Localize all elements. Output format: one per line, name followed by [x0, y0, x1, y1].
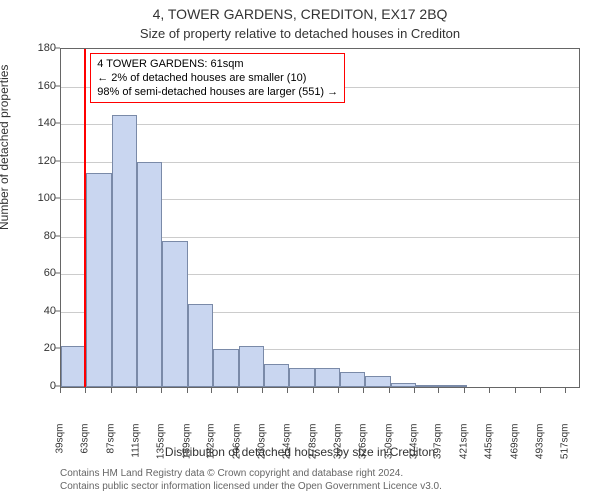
- gridline: [61, 124, 579, 125]
- plot-area: 4 TOWER GARDENS: 61sqm ← 2% of detached …: [60, 48, 580, 388]
- bar: [416, 385, 441, 387]
- x-tick-mark: [237, 388, 238, 393]
- title-sub: Size of property relative to detached ho…: [0, 26, 600, 41]
- x-tick-mark: [363, 388, 364, 393]
- bar: [315, 368, 340, 387]
- info-box: 4 TOWER GARDENS: 61sqm ← 2% of detached …: [90, 53, 345, 103]
- bar: [365, 376, 390, 387]
- y-tick-label: 20: [22, 342, 56, 354]
- title-main: 4, TOWER GARDENS, CREDITON, EX17 2BQ: [0, 6, 600, 22]
- x-tick-mark: [338, 388, 339, 393]
- x-tick-mark: [111, 388, 112, 393]
- y-tick-label: 0: [22, 380, 56, 392]
- x-tick-mark: [60, 388, 61, 393]
- y-tick-label: 160: [22, 80, 56, 92]
- bar: [340, 372, 365, 387]
- bar: [162, 241, 187, 387]
- footer-line-1: Contains HM Land Registry data © Crown c…: [60, 468, 580, 479]
- x-tick-mark: [313, 388, 314, 393]
- x-tick-mark: [187, 388, 188, 393]
- chart-container: 4, TOWER GARDENS, CREDITON, EX17 2BQ Siz…: [0, 0, 600, 500]
- x-tick-mark: [161, 388, 162, 393]
- x-tick-mark: [438, 388, 439, 393]
- value-marker: [84, 49, 86, 387]
- bar: [188, 304, 213, 387]
- x-tick-mark: [389, 388, 390, 393]
- bar: [86, 173, 111, 387]
- x-tick-mark: [414, 388, 415, 393]
- y-axis-label: Number of detached properties: [0, 65, 11, 230]
- x-tick-mark: [211, 388, 212, 393]
- info-line: 4 TOWER GARDENS: 61sqm: [97, 57, 338, 71]
- x-tick-mark: [565, 388, 566, 393]
- bar: [391, 383, 416, 387]
- y-tick-label: 80: [22, 230, 56, 242]
- y-tick-label: 120: [22, 155, 56, 167]
- y-tick-label: 100: [22, 192, 56, 204]
- x-axis-label: Distribution of detached houses by size …: [0, 445, 600, 459]
- x-tick-mark: [287, 388, 288, 393]
- bar: [239, 346, 264, 387]
- bar: [442, 385, 467, 387]
- footer-line-2: Contains public sector information licen…: [60, 481, 580, 492]
- x-tick-mark: [515, 388, 516, 393]
- bar: [213, 349, 238, 387]
- y-tick-label: 140: [22, 117, 56, 129]
- y-tick-label: 60: [22, 267, 56, 279]
- y-tick-label: 40: [22, 305, 56, 317]
- bar: [61, 346, 86, 387]
- x-tick-mark: [85, 388, 86, 393]
- info-line: 98% of semi-detached houses are larger (…: [97, 85, 338, 99]
- y-tick-label: 180: [22, 42, 56, 54]
- bar: [264, 364, 289, 387]
- x-tick-mark: [262, 388, 263, 393]
- bar: [112, 115, 137, 387]
- x-tick-mark: [464, 388, 465, 393]
- x-tick-mark: [540, 388, 541, 393]
- x-tick-mark: [136, 388, 137, 393]
- x-tick-mark: [489, 388, 490, 393]
- bar: [289, 368, 314, 387]
- bar: [137, 162, 162, 387]
- info-line: ← 2% of detached houses are smaller (10): [97, 71, 338, 85]
